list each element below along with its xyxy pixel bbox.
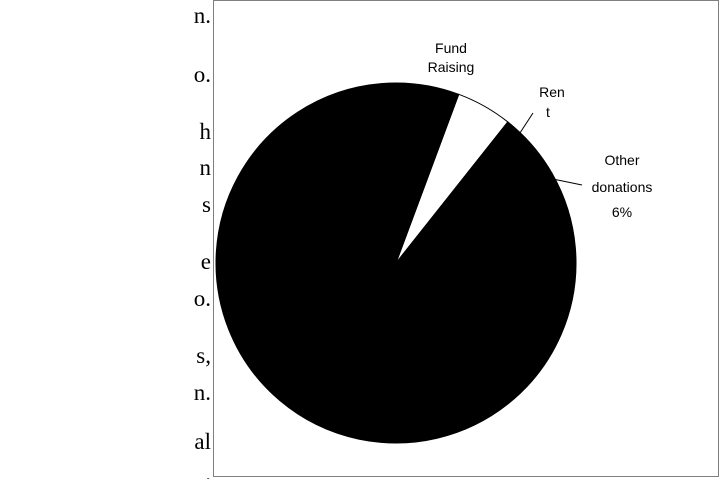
fund-raising-label-line1: Fund bbox=[435, 40, 467, 56]
other-label-line1: Other bbox=[604, 152, 639, 168]
text-fragment: o. bbox=[193, 62, 211, 87]
rent-label-line2: t bbox=[546, 104, 550, 120]
chart-area: Fund Raising Ren t Other donations 6% bbox=[213, 0, 719, 477]
text-fragment: e bbox=[200, 249, 211, 274]
pie-chart: Fund Raising Ren t Other donations 6% bbox=[215, 40, 653, 444]
text-fragment: s, bbox=[196, 343, 211, 368]
other-label-pct: 6% bbox=[612, 204, 632, 220]
document-text-strip: n. o. h n s e o. s, n. al . bbox=[0, 0, 213, 479]
text-fragment: n. bbox=[193, 3, 211, 28]
text-fragment: h bbox=[199, 119, 212, 144]
text-fragment: s bbox=[202, 192, 211, 217]
rent-leader-line bbox=[515, 112, 534, 140]
rent-label-line1: Ren bbox=[539, 84, 565, 100]
other-label-line2: donations bbox=[592, 179, 653, 195]
pie-slice-fund-raising bbox=[215, 82, 577, 444]
text-fragment: n. bbox=[193, 380, 211, 405]
other-leader-line bbox=[547, 177, 583, 186]
leader-lines bbox=[515, 112, 583, 186]
text-fragment: n bbox=[199, 155, 212, 180]
fund-raising-label-line2: Raising bbox=[428, 59, 475, 75]
text-fragment: o. bbox=[193, 286, 211, 311]
text-fragment: al bbox=[194, 429, 211, 454]
text-fragment: . bbox=[205, 461, 211, 479]
pie-slices bbox=[215, 82, 577, 444]
